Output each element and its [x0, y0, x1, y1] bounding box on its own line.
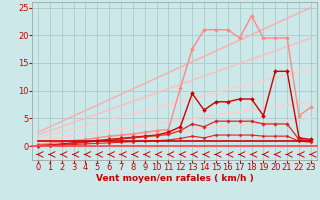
X-axis label: Vent moyen/en rafales ( km/h ): Vent moyen/en rafales ( km/h ) — [96, 174, 253, 183]
